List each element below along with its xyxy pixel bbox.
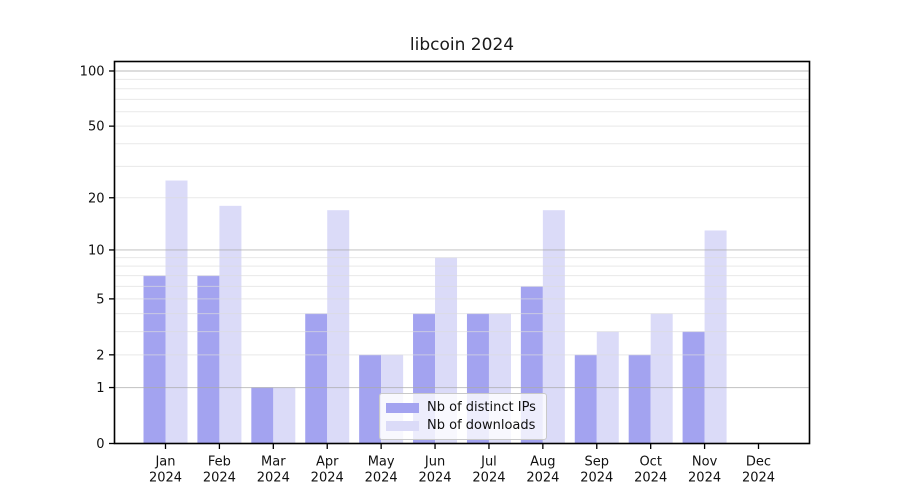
legend: Nb of distinct IPs Nb of downloads <box>379 393 547 440</box>
x-tick-label-year: 2024 <box>472 471 505 486</box>
x-tick-label-month: Dec <box>746 455 771 470</box>
x-tick-label-month: Oct <box>639 455 661 470</box>
bar <box>197 275 220 444</box>
bar <box>574 354 597 444</box>
x-tick-label-year: 2024 <box>365 471 398 486</box>
legend-swatch-distinct-ips <box>386 402 419 413</box>
y-axis: 0 1 2 5 10 20 50 100 <box>80 64 115 452</box>
y-tick-label: 50 <box>88 120 105 135</box>
legend-label-distinct-ips: Nb of distinct IPs <box>427 400 536 415</box>
x-tick-label-year: 2024 <box>580 471 613 486</box>
bar <box>219 205 242 444</box>
bar <box>273 387 296 444</box>
legend-swatch-downloads <box>386 420 419 431</box>
x-tick-label-month: Sep <box>585 455 610 470</box>
y-tick-label: 100 <box>80 64 105 79</box>
x-tick-label-month: Jan <box>154 455 175 470</box>
x-tick-label-year: 2024 <box>418 471 451 486</box>
x-tick-label-month: Nov <box>692 455 718 470</box>
x-tick-label-year: 2024 <box>257 471 290 486</box>
y-tick-label: 10 <box>88 243 105 258</box>
y-tick-label: 20 <box>88 191 105 206</box>
gridlines-layer <box>115 70 809 389</box>
legend-item-downloads: Nb of downloads <box>386 417 538 434</box>
bar <box>628 354 651 444</box>
x-tick-label-month: May <box>368 455 395 470</box>
bar <box>327 210 350 444</box>
x-tick-label-year: 2024 <box>311 471 344 486</box>
x-tick-label-month: Feb <box>208 455 231 470</box>
x-tick-label-month: Mar <box>261 455 286 470</box>
y-tick-label: 2 <box>96 348 104 363</box>
x-tick-label-year: 2024 <box>526 471 559 486</box>
y-tick-label: 0 <box>96 437 104 452</box>
x-tick-label-month: Jun <box>424 455 445 470</box>
x-tick-label-month: Aug <box>530 455 555 470</box>
x-tick-label-month: Apr <box>316 455 339 470</box>
y-tick-label: 1 <box>96 381 104 396</box>
x-tick-label-year: 2024 <box>149 471 182 486</box>
bar <box>305 313 328 444</box>
bar <box>165 180 188 444</box>
plot-border <box>113 60 811 445</box>
bar <box>650 313 673 444</box>
x-tick-label-year: 2024 <box>203 471 236 486</box>
bar <box>704 230 727 444</box>
bar <box>542 210 565 444</box>
legend-item-distinct-ips: Nb of distinct IPs <box>386 399 538 416</box>
x-tick-label-month: Jul <box>480 455 497 470</box>
x-axis: Jan2024Feb2024Mar2024Apr2024May2024Jun20… <box>149 443 775 486</box>
bar <box>143 275 166 444</box>
x-tick-label-year: 2024 <box>742 471 775 486</box>
legend-label-downloads: Nb of downloads <box>427 418 536 433</box>
y-tick-label: 5 <box>96 292 104 307</box>
chart-title: libcoin 2024 <box>409 35 515 55</box>
bar <box>251 387 274 444</box>
x-tick-label-year: 2024 <box>688 471 721 486</box>
bar <box>359 354 382 444</box>
x-tick-label-year: 2024 <box>634 471 667 486</box>
